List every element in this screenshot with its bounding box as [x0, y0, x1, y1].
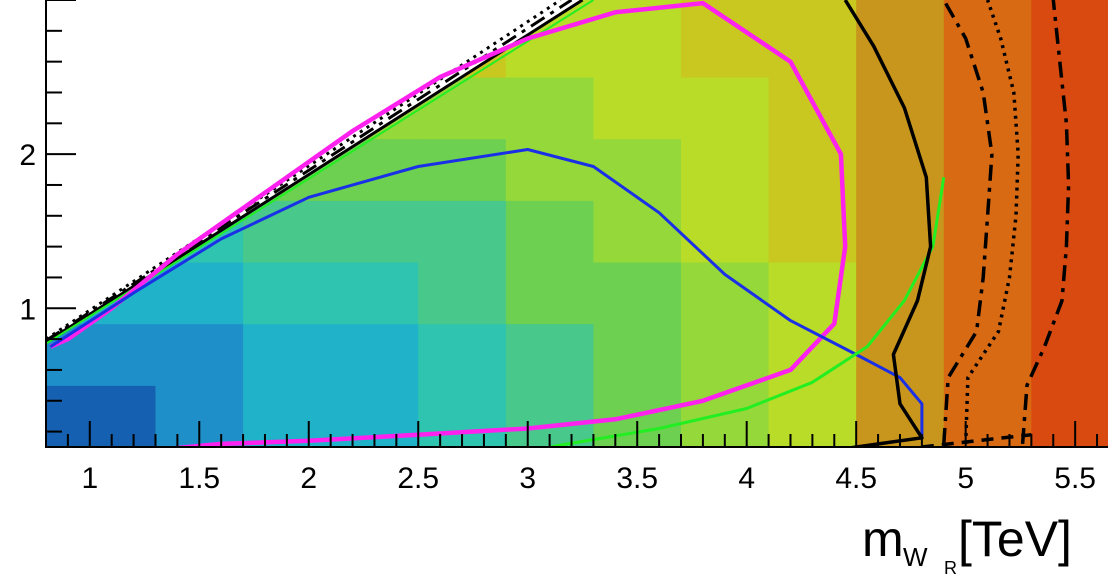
y-tick-label: 2: [19, 139, 36, 172]
heatmap-cell: [681, 138, 770, 201]
heatmap-cell: [505, 138, 594, 201]
heatmap-cell: [768, 77, 857, 140]
x-tick-label: 2.5: [397, 462, 439, 495]
heatmap-cell: [768, 0, 857, 78]
y-tick-label: 1: [19, 293, 36, 326]
x-axis-title-main: m: [862, 511, 904, 567]
heatmap-cell: [1031, 323, 1108, 386]
x-tick-label: 4: [738, 462, 755, 495]
heatmap-cell: [593, 138, 682, 201]
heatmap-cell: [243, 323, 332, 386]
heatmap-cell: [943, 0, 1032, 78]
heatmap-cell: [681, 77, 770, 140]
heatmap-cell: [243, 262, 332, 325]
heatmap-cell: [681, 323, 770, 386]
contour-black-dashdot-inner: [942, 0, 994, 445]
heatmap-cell: [505, 200, 594, 263]
heatmap-cell: [856, 262, 945, 325]
heatmap-cell: [505, 323, 594, 386]
heatmap-cell: [768, 323, 857, 386]
heatmap-cell: [155, 262, 244, 325]
boundary-contour-line: [46, 0, 584, 344]
heatmap-cell: [46, 323, 156, 386]
x-axis-title: m W R [TeV]: [862, 511, 1072, 576]
contour-lines: [46, 0, 1071, 447]
heatmap-cell: [418, 262, 507, 325]
contour-magenta: [49, 0, 848, 447]
x-axis-title-subsub: R: [944, 558, 957, 576]
heatmap-cell: [1031, 200, 1108, 263]
contour-blue: [49, 148, 924, 440]
contour-black-dashed-bottom: [921, 432, 1032, 447]
x-tick-label: 2: [300, 462, 317, 495]
x-tick-label: 5: [957, 462, 974, 495]
contour-black-solid: [843, 0, 933, 447]
heatmap-cell: [593, 262, 682, 325]
x-tick-label: 4.5: [835, 462, 877, 495]
heatmap-cell: [593, 77, 682, 140]
heatmap-cell: [1031, 0, 1108, 78]
heatmap-cell: [943, 262, 1032, 325]
heatmap-cell: [593, 323, 682, 386]
heatmap-cell: [943, 77, 1032, 140]
heatmap-cell: [1031, 77, 1108, 140]
heatmap-cell: [856, 77, 945, 140]
x-tick-label: 3: [519, 462, 536, 495]
heatmap-cell: [46, 385, 156, 447]
heatmap-cell: [330, 200, 419, 263]
heatmap-cell: [505, 262, 594, 325]
axes: 1 1.5 2 2.5 3 3.5 4 4.5 5 5.5 1 2: [19, 0, 1108, 495]
heatmap-cell: [943, 323, 1032, 386]
boundary-contour-line: [46, 0, 562, 341]
heatmap-cell: [856, 138, 945, 201]
x-tick-label: 3.5: [616, 462, 658, 495]
heatmap-cell: [418, 138, 507, 201]
heatmap-cell: [418, 323, 507, 386]
heatmap-cell: [681, 200, 770, 263]
heatmap-cell: [505, 77, 594, 140]
heatmap-cell: [681, 262, 770, 325]
heatmap-cell: [330, 262, 419, 325]
heatmap-cell: [155, 323, 244, 386]
x-axis-title-sub: W: [903, 542, 928, 572]
x-tick-label: 1: [81, 462, 98, 495]
x-axis-title-unit: [TeV]: [958, 511, 1072, 567]
heatmap-cell: [418, 200, 507, 263]
contour-black-dashdot-outer: [1020, 0, 1071, 445]
heatmap-cell: [330, 323, 419, 386]
heatmap-cell: [593, 200, 682, 263]
x-tick-label: 5.5: [1054, 462, 1096, 495]
heatmap-cell: [1031, 385, 1108, 447]
x-tick-label: 1.5: [178, 462, 220, 495]
heatmap-cell: [1031, 262, 1108, 325]
heatmap-cell: [856, 323, 945, 386]
